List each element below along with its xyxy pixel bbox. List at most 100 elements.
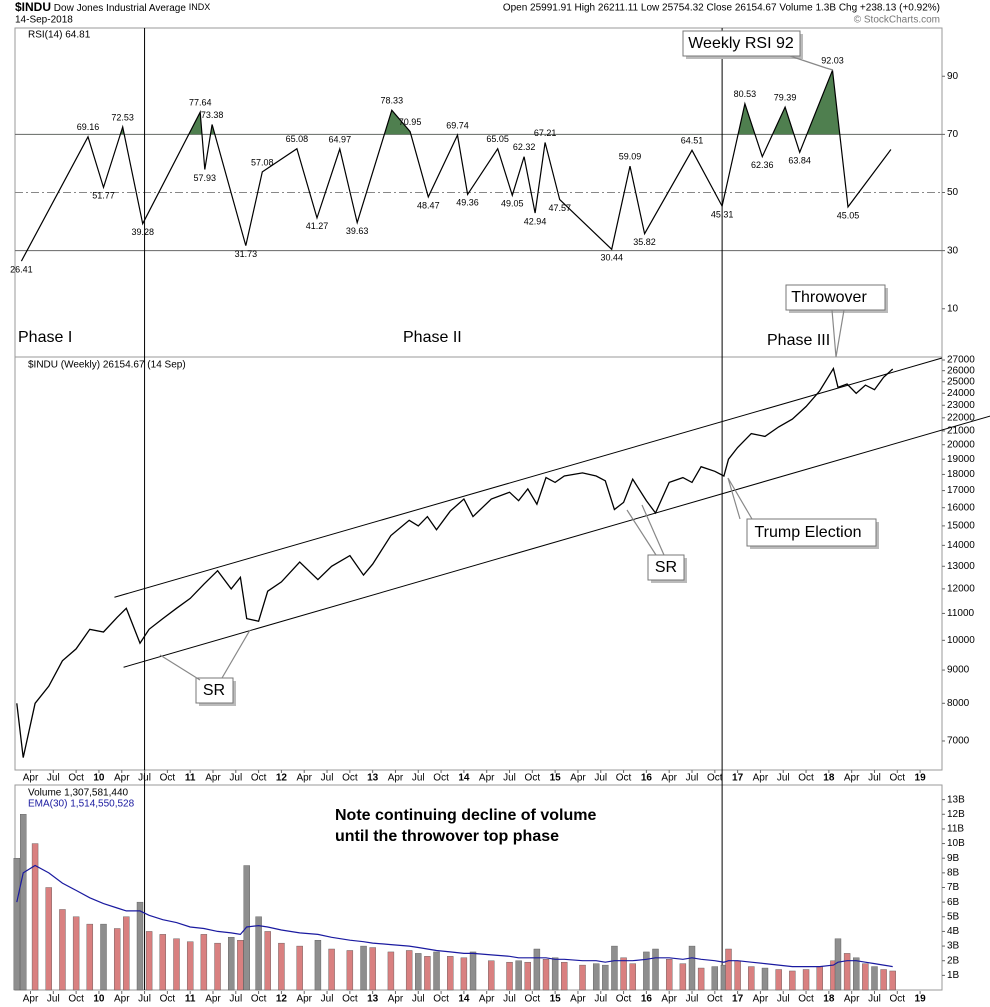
- volume-bar: [264, 931, 271, 991]
- y-tick-label: 8000: [947, 698, 970, 709]
- quote: Open 25991.91 High 26211.11 Low 25754.32…: [503, 3, 940, 14]
- x-tick-label: 12: [276, 994, 288, 1005]
- volume-bar: [789, 970, 796, 991]
- x-tick-label: Oct: [342, 773, 358, 784]
- y-tick-label: 17000: [947, 485, 975, 496]
- pointer: [221, 629, 251, 679]
- x-tick-label: Apr: [570, 773, 586, 784]
- x-tick-label: Jul: [412, 773, 425, 784]
- volume-bar: [816, 966, 823, 991]
- x-tick-label: Apr: [479, 773, 495, 784]
- x-tick-label: 19: [915, 994, 927, 1005]
- x-tick-label: Apr: [296, 773, 312, 784]
- y-tick-label: 9B: [947, 853, 960, 864]
- rsi-value-label: 80.53: [734, 89, 757, 99]
- x-tick-label: Jul: [229, 773, 242, 784]
- y-tick-label: 9000: [947, 665, 970, 676]
- phase-label: Phase I: [18, 329, 72, 346]
- y-tick-label: 10B: [947, 838, 965, 849]
- x-tick-label: Apr: [753, 773, 769, 784]
- rsi-value-label: 57.93: [194, 173, 217, 183]
- volume-bar: [86, 923, 94, 991]
- y-tick-label: 12B: [947, 809, 965, 820]
- rsi-value-label: 39.28: [131, 227, 154, 237]
- y-tick-label: 26000: [947, 365, 975, 376]
- x-tick-label: Jul: [47, 994, 60, 1005]
- volume-bar: [424, 956, 431, 991]
- rsi-value-label: 63.84: [788, 156, 811, 166]
- volume-bar: [72, 916, 80, 991]
- y-tick-label: 11000: [947, 608, 975, 619]
- callout-text: SR: [655, 559, 677, 576]
- volume-bar: [761, 967, 769, 991]
- volume-bar: [13, 858, 21, 991]
- symbol: $INDU: [15, 0, 51, 14]
- x-tick-label: Apr: [844, 773, 860, 784]
- callout-box: [746, 518, 877, 547]
- volume-bar: [31, 843, 39, 991]
- y-tick-label: 16000: [947, 502, 975, 513]
- rsi-value-label: 51.77: [92, 191, 115, 201]
- rsi-line: [20, 70, 892, 262]
- x-tick-label: 10: [93, 773, 105, 784]
- x-tick-label: 15: [550, 994, 562, 1005]
- rsi-value-label: 59.09: [619, 151, 642, 161]
- x-tick-label: Oct: [616, 773, 632, 784]
- x-tick-label: Jul: [594, 994, 607, 1005]
- y-tick-label: 13B: [947, 794, 965, 805]
- price-panel: [14, 356, 943, 771]
- rsi-value-label: 31.73: [235, 249, 258, 259]
- x-tick-label: Oct: [251, 773, 267, 784]
- y-tick-label: 20000: [947, 439, 975, 450]
- callout-box: [647, 554, 685, 581]
- x-tick-label: 11: [185, 994, 196, 1005]
- volume-bar: [711, 966, 719, 991]
- volume-bar: [611, 945, 618, 991]
- volume-bar: [123, 916, 130, 991]
- x-tick-label: Oct: [251, 994, 267, 1005]
- y-tick-label: 13000: [947, 561, 975, 572]
- ema-legend: EMA(30) 1,514,550,528: [28, 799, 135, 810]
- x-tick-label: Jul: [594, 773, 607, 784]
- phase-label: Phase II: [403, 329, 462, 346]
- x-tick-label: Oct: [68, 994, 84, 1005]
- x-tick-label: 11: [185, 773, 196, 784]
- y-tick-label: 22000: [947, 412, 975, 423]
- y-tick-label: 2B: [947, 955, 960, 966]
- y-tick-label: 7B: [947, 882, 960, 893]
- volume-bar: [688, 945, 696, 991]
- y-tick-label: 8B: [947, 867, 960, 878]
- y-tick-label: 5B: [947, 911, 960, 922]
- volume-bar: [551, 957, 559, 991]
- volume-bar: [748, 966, 755, 991]
- y-tick-label: 10: [947, 303, 959, 314]
- y-tick-label: 15000: [947, 521, 975, 532]
- x-tick-label: 18: [823, 773, 835, 784]
- volume-bar: [843, 953, 851, 991]
- volume-bar: [405, 950, 413, 991]
- volume-bar: [159, 934, 167, 991]
- y-tick-label: 6B: [947, 897, 960, 908]
- marks: 10 30 50 70 90 26.41 69.16 51.77 72.53 39.28 77.64…: [10, 28, 990, 1005]
- rsi-value-label: 65.08: [286, 134, 309, 144]
- volume-bar: [387, 951, 395, 991]
- rsi-value-label: 35.82: [633, 237, 656, 247]
- x-tick-label: Jul: [321, 994, 334, 1005]
- y-tick-label: 11B: [947, 824, 964, 835]
- x-tick-label: Apr: [114, 773, 130, 784]
- note-line: until the throwover top phase: [335, 828, 559, 845]
- rsi-value-label: 62.36: [751, 160, 774, 170]
- x-tick-label: 16: [641, 994, 653, 1005]
- y-tick-label: 14000: [947, 540, 975, 551]
- note-line: Note continuing decline of volume: [335, 807, 596, 824]
- rsi-value-label: 39.63: [346, 226, 369, 236]
- rsi-value-label: 41.27: [306, 221, 329, 231]
- x-tick-label: Oct: [890, 994, 906, 1005]
- volume-bar: [369, 947, 376, 991]
- rsi-value-label: 73.38: [201, 110, 224, 120]
- rsi-value-label: 42.94: [524, 216, 547, 226]
- callout-box: [682, 30, 801, 57]
- volume-bar: [186, 941, 194, 991]
- volume-legend: Volume 1,307,581,440: [28, 788, 129, 799]
- phase-label: Phase III: [767, 332, 830, 349]
